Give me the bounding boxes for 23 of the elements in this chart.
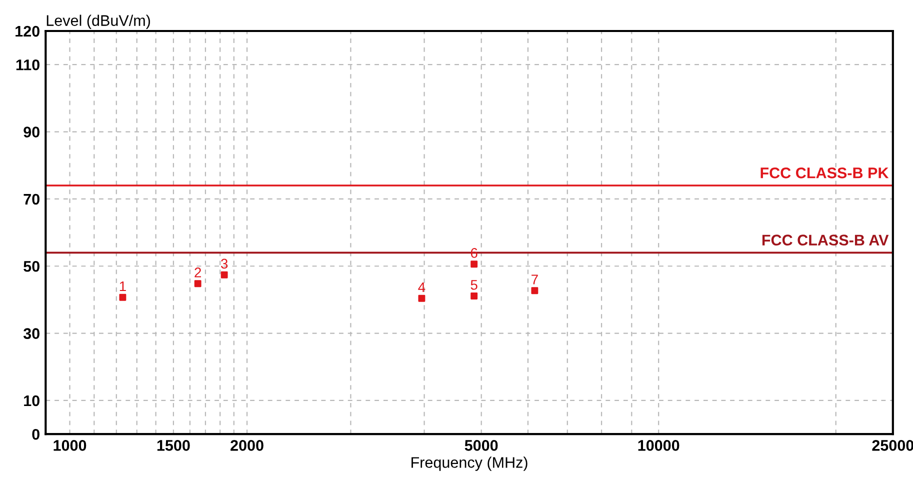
y-tick-label: 120 [16, 26, 40, 37]
x-tick-label: 2000 [230, 440, 264, 451]
y-tick-label: 30 [23, 328, 40, 340]
ref-line-label: FCC CLASS-B PK [760, 168, 889, 178]
y-tick-label: 70 [24, 194, 40, 205]
annotation: 3 [220, 258, 228, 269]
y-axis-title: Level (dBuV/m) [46, 14, 150, 29]
y-tick-label: 90 [24, 126, 40, 138]
y-tick-label: 10 [24, 395, 40, 406]
y-tick-label: 110 [16, 59, 40, 70]
x-tick-label: 5000 [464, 440, 498, 451]
ref-line-label: FCC CLASS-B AV [762, 234, 889, 246]
x-axis-title: Frequency (MHz) [412, 456, 528, 471]
annotation: 2 [194, 268, 201, 278]
y-tick-label: 50 [24, 260, 40, 272]
annotation: 5 [470, 280, 478, 290]
x-tick-label: 1500 [157, 440, 190, 451]
y-tick-label: 0 [32, 428, 40, 440]
annotation: 7 [532, 274, 538, 284]
annotation: 4 [418, 282, 426, 292]
x-tick-label: 1000 [54, 440, 86, 451]
annotation: 1 [120, 281, 126, 292]
x-tick-label: 10000 [638, 440, 680, 451]
